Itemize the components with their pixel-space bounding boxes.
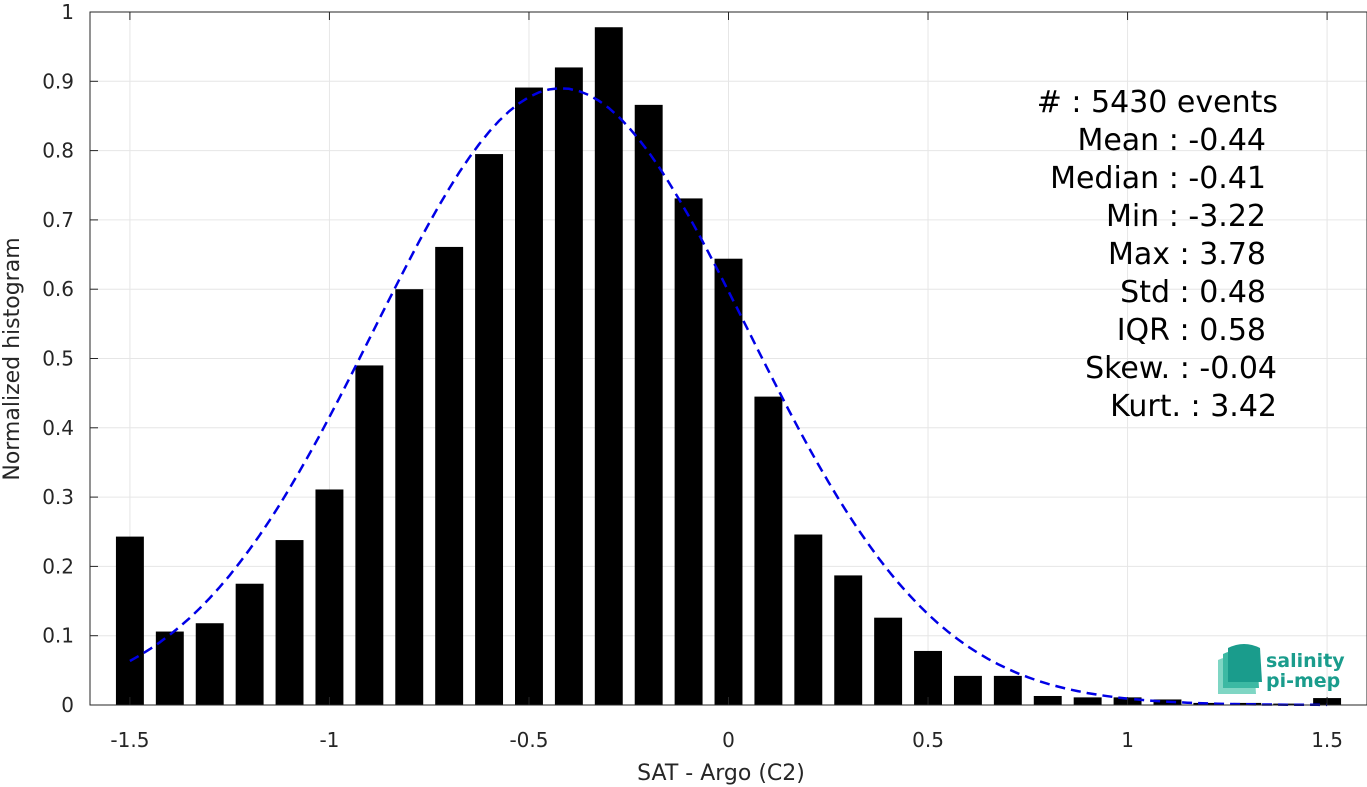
x-tick-label: -0.5 — [509, 728, 548, 752]
histogram-bar — [115, 536, 144, 705]
histogram-bar — [475, 154, 504, 705]
y-tick-label: 0.3 — [42, 485, 74, 509]
histogram-bar — [395, 289, 424, 705]
stat-line: Kurt. : 3.42 — [1110, 389, 1277, 424]
stat-label: Min — [1106, 199, 1169, 234]
x-tick-label: 1.5 — [1311, 728, 1343, 752]
y-tick-label: 0.9 — [42, 69, 74, 93]
stat-value: : -0.41 — [1169, 161, 1266, 196]
stat-value: : -0.44 — [1169, 123, 1266, 158]
salinity-pi-mep-logo: salinity pi-mep — [1218, 644, 1345, 694]
histogram-bar — [1033, 695, 1062, 705]
histogram-bar — [714, 258, 743, 705]
stat-value: : 3.78 — [1180, 237, 1266, 272]
stat-line: Skew. : -0.04 — [1085, 351, 1277, 386]
x-axis-title: SAT - Argo (C2) — [637, 761, 805, 786]
stat-line: Std : 0.48 — [1120, 275, 1266, 310]
stat-label: Max — [1108, 237, 1180, 272]
y-tick-label: 0.2 — [42, 554, 74, 578]
stat-line: IQR : 0.58 — [1117, 313, 1266, 348]
histogram-bar — [754, 396, 783, 705]
y-tick-label: 0.8 — [42, 139, 74, 163]
x-tick-label: -1 — [319, 728, 339, 752]
y-tick-label: 0.6 — [42, 277, 74, 301]
stat-value: : -3.22 — [1169, 199, 1266, 234]
stat-value: : 3.42 — [1191, 389, 1277, 424]
y-tick-label: 0.7 — [42, 208, 74, 232]
logo-text-line2: pi-mep — [1266, 670, 1340, 692]
y-tick-label: 0.5 — [42, 347, 74, 371]
y-tick-label: 0.1 — [42, 624, 74, 648]
stat-label: Mean — [1077, 123, 1168, 158]
stat-label: # — [1037, 85, 1072, 120]
stat-value: : 0.58 — [1180, 313, 1266, 348]
histogram-bar — [634, 104, 663, 705]
stat-label: Skew. — [1085, 351, 1180, 386]
histogram-bars — [115, 27, 1342, 706]
histogram-bar — [953, 675, 982, 705]
stat-line: Max : 3.78 — [1108, 237, 1266, 272]
y-tick-label: 0 — [61, 693, 74, 717]
x-tick-label: 0 — [722, 728, 735, 752]
stat-label: Median — [1050, 161, 1169, 196]
x-tick-label: 0.5 — [912, 728, 944, 752]
histogram-bar — [914, 650, 942, 705]
wave-logo-icon — [1218, 644, 1262, 694]
stat-value: : -0.04 — [1180, 351, 1277, 386]
histogram-bar — [435, 246, 464, 705]
histogram-bar — [674, 198, 703, 706]
histogram-bar — [594, 27, 623, 706]
stat-line: Median : -0.41 — [1050, 161, 1266, 196]
stat-line: Mean : -0.44 — [1077, 123, 1266, 158]
histogram-bar — [155, 631, 184, 705]
y-tick-label: 1 — [61, 0, 74, 24]
stat-line: Min : -3.22 — [1106, 199, 1266, 234]
stat-value: : 0.48 — [1180, 275, 1266, 310]
stat-label: IQR — [1117, 313, 1180, 348]
histogram-bar — [554, 67, 583, 705]
stat-value: : 5430 events — [1071, 85, 1278, 120]
histogram-bar — [1073, 697, 1102, 705]
histogram-bar — [834, 575, 863, 705]
y-axis-ticks: 0 0.1 0.2 0.3 0.4 0.5 0.6 0.7 0.8 0.9 1 — [42, 0, 98, 717]
x-axis-ticks: -1.5 -1 -0.5 0 0.5 1 1.5 — [110, 12, 1343, 752]
histogram-bar — [315, 489, 344, 705]
y-axis-title: Normalized histogram — [0, 237, 25, 480]
histogram-bar — [993, 675, 1022, 705]
histogram-bar — [235, 583, 264, 705]
x-tick-label: 1 — [1121, 728, 1134, 752]
histogram-bar — [275, 540, 304, 705]
histogram-bar — [794, 534, 823, 705]
histogram-bar — [195, 623, 224, 705]
histogram-bar — [355, 365, 384, 705]
y-tick-label: 0.4 — [42, 416, 74, 440]
logo-text-line1: salinity — [1266, 650, 1345, 672]
histogram-bar — [515, 87, 543, 706]
stat-line: # : 5430 events — [1037, 85, 1278, 120]
x-tick-label: -1.5 — [110, 728, 149, 752]
stat-label: Kurt. — [1110, 389, 1190, 424]
stat-label: Std — [1120, 275, 1179, 310]
histogram-bar — [874, 617, 903, 705]
